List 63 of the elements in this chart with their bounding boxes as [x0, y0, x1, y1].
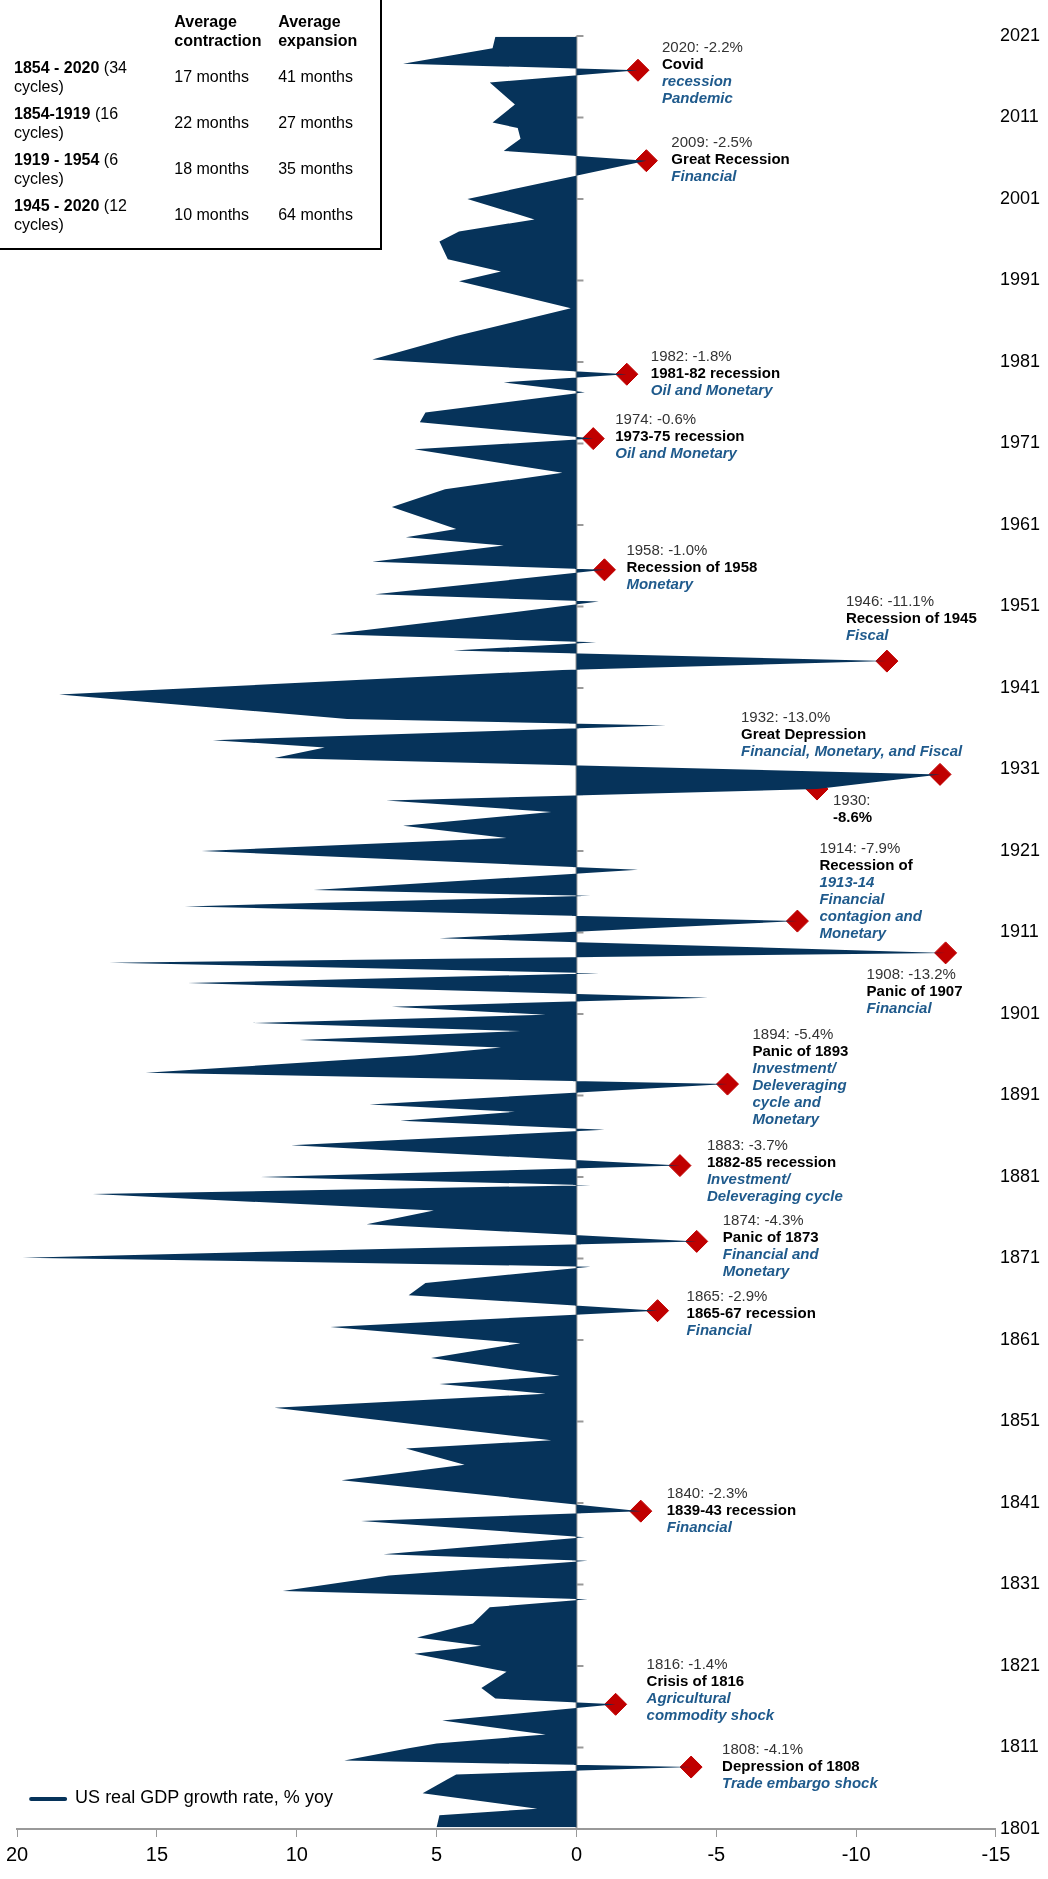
annotation: 35 months [277, 159, 354, 179]
annotation: 1930: -8.6% [832, 790, 873, 825]
annotation: 41 months [277, 67, 354, 87]
y-tick-label: 1811 [999, 1736, 1039, 1757]
y-tick-label: 2001 [999, 187, 1040, 208]
x-tick-label: 10 [285, 1842, 308, 1865]
x-tick-label: 0 [570, 1842, 583, 1865]
y-tick-label: 1911 [999, 921, 1039, 942]
y-tick-label: 1951 [999, 595, 1040, 616]
annotation: 1808: -4.1% Depression of 1808 Trade embargo shock [722, 1739, 879, 1791]
x-tick-label: 5 [431, 1842, 443, 1865]
y-tick-label: 1961 [999, 513, 1040, 534]
x-tick-label: 20 [6, 1842, 29, 1865]
y-tick-label: 1801 [999, 1817, 1040, 1838]
x-tick-label: -10 [841, 1842, 871, 1865]
annotation: 1854-1919 [14, 105, 91, 122]
y-tick-label: 1991 [999, 269, 1040, 290]
x-tick-label: -5 [707, 1842, 726, 1865]
annotation: 1854 - 2020 [14, 59, 100, 76]
annotation: 18 months [173, 159, 250, 179]
y-tick-label: 1841 [999, 1491, 1040, 1512]
annotation: 1914: -7.9% Recession of 1913-14 Financial contagion and Monetary [819, 838, 923, 941]
annotation: Average contraction [173, 12, 263, 51]
y-tick-label: 1821 [999, 1654, 1040, 1675]
y-tick-label: 1851 [999, 1410, 1040, 1431]
y-tick-label: 1931 [999, 758, 1040, 779]
y-tick-label: 1941 [999, 676, 1040, 697]
annotation: 1894: -5.4% Panic of 1893 Investment/ Deleveraging cycle and Monetary [752, 1024, 849, 1127]
annotation: 1883: -3.7% 1882-85 recession Investment/ Deleveraging cycle [706, 1136, 843, 1205]
annotation: 1840: -2.3% 1839-43 recession Financial [666, 1483, 797, 1535]
annotation: 1816: -1.4% Crisis of 1816 Agricultural commodity shock [645, 1654, 775, 1723]
annotation: 1865: -2.9% 1865-67 recession Financial [686, 1287, 816, 1339]
y-tick-label: 1971 [999, 432, 1040, 453]
annotation: 1946: -11.1% Recession of 1945 Fiscal [845, 591, 977, 643]
annotation: 17 months [173, 67, 250, 87]
annotation: 1958: -1.0% Recession of 1958 Monetary [626, 541, 758, 593]
y-tick-label: 1881 [999, 1165, 1040, 1186]
y-tick-label: 1891 [999, 1084, 1040, 1105]
y-tick-label: 1831 [999, 1573, 1040, 1594]
y-tick-label: 1861 [999, 1328, 1040, 1349]
annotation: 64 months [277, 205, 354, 225]
annotation: 10 months [173, 205, 250, 225]
y-tick-label: 2011 [999, 106, 1039, 127]
annotation: 1945 - 2020 [14, 197, 100, 214]
y-tick-label: 1901 [999, 1002, 1040, 1023]
annotation: 2009: -2.5% Great Recession Financial [671, 133, 790, 185]
annotation: 27 months [277, 113, 354, 133]
annotation: 1908: -13.2% Panic of 1907 Financial [866, 964, 963, 1016]
annotation: 1932: -13.0% Great Depression Financial, Monetary, and Fiscal [741, 708, 964, 760]
annotation: 1919 - 1954 [14, 151, 100, 168]
annotation: 1874: -4.3% Panic of 1873 Financial and Monetary [722, 1211, 820, 1280]
x-tick-label: -15 [981, 1842, 1011, 1865]
legend-label: US real GDP growth rate, % yoy [75, 1786, 333, 1807]
annotation: 1982: -1.8% 1981-82 recession Oil and Monetary [650, 346, 781, 398]
y-tick-label: 1981 [999, 350, 1040, 371]
annotation: 1974: -0.6% 1973-75 recession Oil and Monetary [615, 410, 745, 462]
y-tick-label: 2021 [999, 24, 1040, 45]
annotation: Average expansion [277, 12, 359, 51]
annotation: 2020: -2.2% Covid recession Pandemic [661, 37, 743, 106]
x-tick-label: 15 [145, 1842, 169, 1865]
annotation: 22 months [173, 113, 250, 133]
y-tick-label: 1871 [999, 1247, 1040, 1268]
y-tick-label: 1921 [999, 839, 1040, 860]
